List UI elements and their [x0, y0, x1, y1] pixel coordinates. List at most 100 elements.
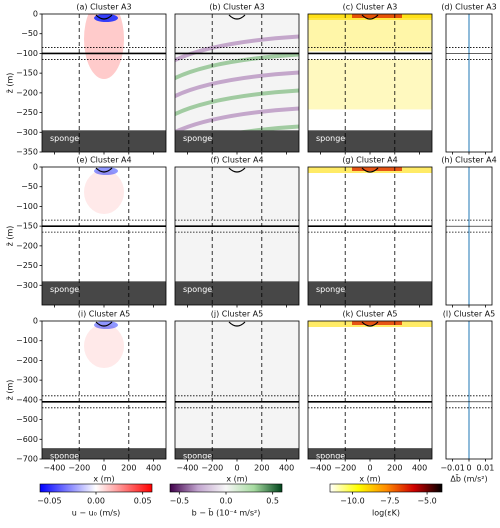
sponge-label: sponge — [183, 452, 212, 461]
surface-bump — [361, 321, 379, 327]
panel-title: (g) Cluster A4 — [342, 156, 397, 165]
colorbar-label: b − b̄ (10⁻⁴ m/s²) — [192, 507, 261, 517]
x-axis-label: x (m) — [226, 475, 247, 484]
field-blob — [84, 170, 124, 214]
field-blob — [84, 14, 124, 79]
x-tick-label: 0 — [101, 464, 106, 473]
surface-bump — [95, 167, 113, 173]
y-tick-label: −200 — [16, 241, 38, 250]
colorbar-tick-label: −5.0 — [417, 497, 436, 506]
x-tick-label: −400 — [309, 464, 331, 473]
sponge-label: sponge — [316, 134, 345, 143]
sponge — [42, 448, 166, 459]
y-tick-label: −150 — [16, 222, 38, 231]
field — [84, 321, 124, 368]
colorbar-tick-label: −0.05 — [37, 497, 62, 506]
field-bg — [308, 59, 432, 110]
y-tick-label: 0 — [33, 10, 38, 19]
axis-frame — [307, 320, 433, 460]
y-tick-label: −200 — [16, 356, 38, 365]
field-bg — [175, 14, 299, 152]
y-tick-label: −50 — [21, 29, 38, 38]
surface-bump — [95, 321, 113, 327]
y-tick-label: 0 — [33, 317, 38, 326]
x-tick-label: 200 — [254, 464, 269, 473]
field — [308, 14, 432, 110]
colorbar-tick-label: 0.0 — [220, 497, 233, 506]
panel-title: (e) Cluster A4 — [76, 156, 131, 165]
field — [84, 167, 124, 214]
x-axis-label: x (m) — [359, 475, 380, 484]
sponge — [175, 130, 299, 152]
x-tick-label: −200 — [68, 464, 90, 473]
surface-bump — [95, 14, 113, 20]
colorbar-tick-label: −10.0 — [340, 497, 365, 506]
panel-title: (j) Cluster A5 — [211, 310, 264, 319]
panel-title: (f) Cluster A4 — [210, 156, 263, 165]
surface-bump — [361, 167, 379, 173]
y-tick-label: 0 — [33, 163, 38, 172]
surface-bump — [228, 321, 246, 327]
y-tick-label: −100 — [16, 49, 38, 58]
sponge — [308, 130, 432, 152]
panel-title: (k) Cluster A5 — [343, 310, 398, 319]
field — [175, 321, 299, 459]
x-tick-label: −200 — [334, 464, 356, 473]
sponge — [175, 281, 299, 305]
colorbar — [329, 483, 443, 493]
colorbar-tick-label: −7.5 — [380, 497, 399, 506]
colorbar — [39, 483, 153, 493]
x-tick-label: 400 — [279, 464, 294, 473]
panel-title: (b) Cluster A3 — [209, 3, 264, 12]
x-tick-label: 400 — [412, 464, 427, 473]
sponge — [308, 448, 432, 459]
y-tick-label: −200 — [16, 88, 38, 97]
sponge-label: sponge — [316, 452, 345, 461]
panel-title: (i) Cluster A5 — [78, 310, 131, 319]
sponge — [42, 281, 166, 305]
y-tick-label: −150 — [16, 69, 38, 78]
sponge-label: sponge — [50, 134, 79, 143]
colorbar-label: log(εK) — [372, 509, 400, 518]
colorbar-tick-label: −0.5 — [170, 497, 189, 506]
field-bg — [308, 18, 432, 52]
y-tick-label: −300 — [16, 376, 38, 385]
x-tick-label: 0 — [466, 464, 471, 473]
x-tick-label: 0 — [234, 464, 239, 473]
x-tick-label: 0.01 — [477, 464, 495, 473]
y-tick-label: −50 — [21, 182, 38, 191]
panel-title: (d) Cluster A3 — [441, 3, 496, 12]
field — [84, 14, 124, 79]
x-tick-label: −200 — [201, 464, 223, 473]
y-tick-label: −100 — [16, 202, 38, 211]
field-blob — [94, 14, 118, 22]
sponge-label: sponge — [50, 452, 79, 461]
y-tick-label: −250 — [16, 108, 38, 117]
panel-title: (a) Cluster A3 — [76, 3, 131, 12]
field-blob — [94, 167, 118, 175]
x-tick-label: −400 — [43, 464, 65, 473]
x-tick-label: 0 — [367, 464, 372, 473]
field-blob — [84, 324, 124, 368]
sponge-label: sponge — [183, 134, 212, 143]
surface-bump — [228, 14, 246, 20]
sponge — [308, 281, 432, 305]
sponge-label: sponge — [316, 285, 345, 294]
y-tick-label: −100 — [16, 336, 38, 345]
y-tick-label: −300 — [16, 281, 38, 290]
x-tick-label: 200 — [121, 464, 136, 473]
sponge-label: sponge — [50, 285, 79, 294]
x-tick-label: −0.01 — [440, 464, 465, 473]
colorbar-tick-label: 0.00 — [87, 497, 105, 506]
y-axis-label: z̃ (m) — [6, 73, 15, 94]
y-tick-label: −500 — [16, 415, 38, 424]
y-tick-label: −600 — [16, 435, 38, 444]
y-tick-label: −350 — [16, 148, 38, 157]
panel-title: (l) Cluster A5 — [443, 310, 496, 319]
field-bg — [175, 321, 299, 459]
x-tick-label: −400 — [176, 464, 198, 473]
surface-bump — [361, 14, 379, 20]
y-tick-label: −700 — [16, 455, 38, 464]
x-axis-label: x (m) — [93, 475, 114, 484]
panel-title: (h) Cluster A4 — [441, 156, 496, 165]
